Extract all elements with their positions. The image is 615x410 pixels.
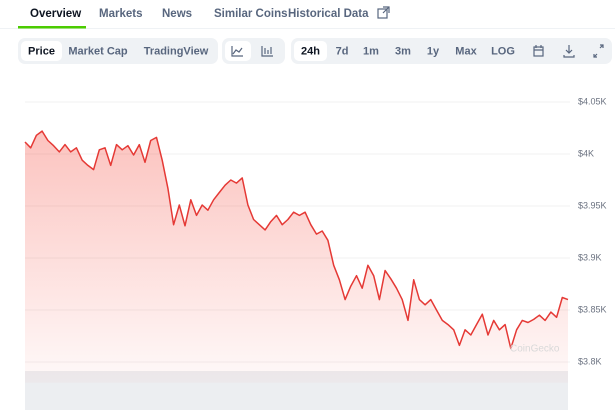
range-button[interactable]: LOG	[491, 45, 515, 57]
tab[interactable]: Historical Data	[288, 8, 369, 20]
y-tick-label: $3.95K	[578, 200, 607, 210]
range-button[interactable]: 3m	[395, 45, 411, 57]
external-link-icon	[377, 6, 390, 19]
tab[interactable]: Similar Coins	[214, 8, 288, 20]
y-tick-label: $4K	[578, 148, 594, 158]
range-group	[291, 38, 612, 64]
y-tick-label: $3.9K	[578, 252, 602, 262]
candle-chart-icon[interactable]	[261, 46, 273, 57]
range-button[interactable]: 7d	[336, 45, 349, 57]
view-group	[18, 38, 218, 64]
range-button[interactable]: 1y	[427, 45, 440, 57]
selected-button	[21, 41, 62, 61]
price-area	[25, 131, 568, 383]
y-tick-label: $3.85K	[578, 304, 607, 314]
range-button[interactable]: 1m	[363, 45, 379, 57]
tab[interactable]: News	[162, 8, 192, 20]
view-button[interactable]: TradingView	[144, 45, 209, 57]
calendar-icon[interactable]	[533, 45, 544, 57]
view-button[interactable]: Price	[28, 45, 55, 57]
range-button[interactable]: 24h	[301, 45, 320, 57]
y-tick-label: $3.8K	[578, 356, 602, 366]
expand-icon[interactable]	[593, 44, 604, 58]
tab[interactable]: Markets	[99, 8, 142, 20]
watermark: CoinGecko	[510, 344, 560, 355]
selected-button	[294, 41, 327, 61]
price-line	[24, 130, 569, 350]
tab-underline	[18, 26, 86, 29]
view-button[interactable]: Market Cap	[68, 45, 128, 57]
y-tick-label: $4.05K	[578, 96, 607, 106]
range-button[interactable]: Max	[455, 45, 477, 57]
download-icon[interactable]	[563, 45, 575, 58]
line-chart-icon[interactable]	[231, 46, 243, 57]
tab[interactable]: Overview	[30, 8, 81, 20]
